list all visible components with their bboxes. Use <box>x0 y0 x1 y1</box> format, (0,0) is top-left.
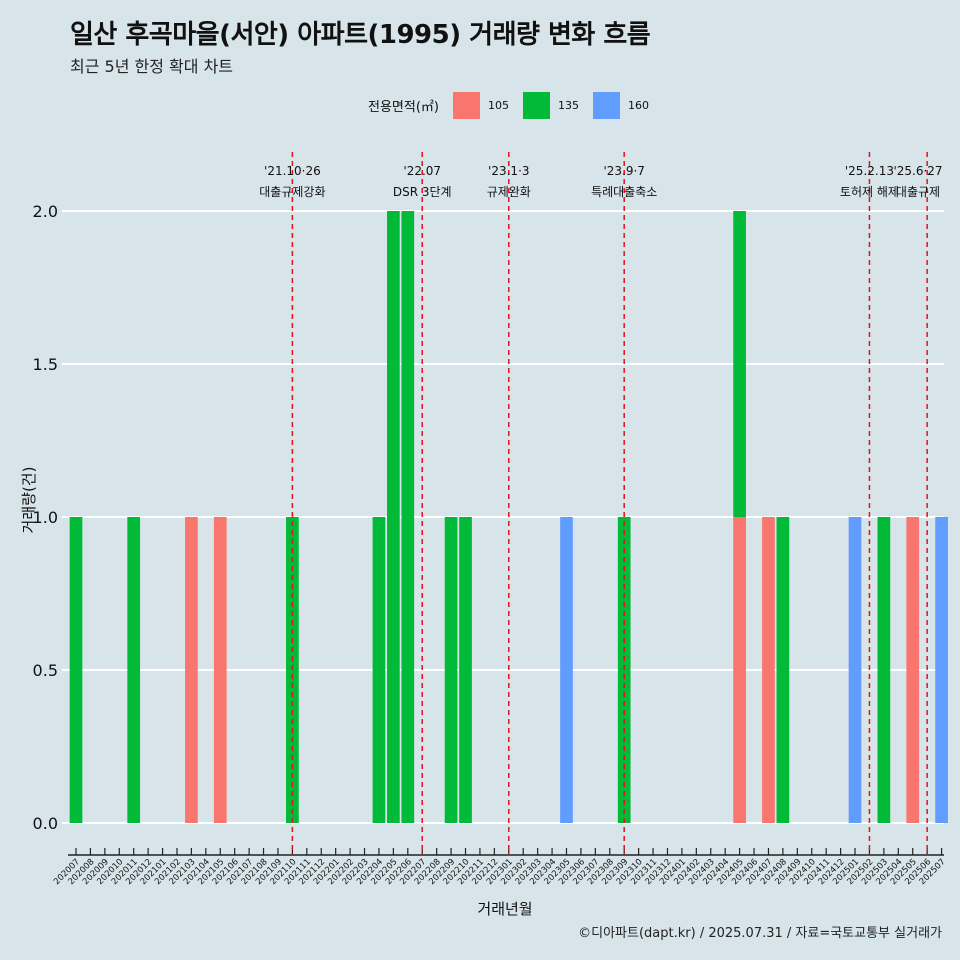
event-date-label: '21.10·26 <box>264 164 321 178</box>
x-axis-title: 거래년월 <box>477 900 532 918</box>
legend-item-135: 135 <box>522 92 585 119</box>
event-text-label: DSR 3단계 <box>393 185 452 199</box>
legend-label-160: 160 <box>627 99 649 112</box>
source-caption: ©디아파트(dapt.kr) / 2025.07.31 / 자료=국토교통부 실… <box>578 926 942 941</box>
event-text-label: 특례대출축소 <box>591 185 657 199</box>
legend-item-160: 160 <box>592 92 655 119</box>
legend: 전용면적(㎡) 105 135 160 <box>368 92 663 119</box>
bar-160-202507 <box>935 517 948 823</box>
event-text-label: 대출규제강화 <box>259 185 325 199</box>
event-text-label: 토허제 해제 <box>840 185 899 199</box>
legend-title: 전용면적(㎡) <box>368 100 439 115</box>
legend-swatch-105 <box>452 92 480 119</box>
y-tick-label: 0.0 <box>33 814 58 833</box>
bar-135-202007 <box>69 517 83 823</box>
bar-160-202305 <box>560 517 573 823</box>
bar-135-202206 <box>401 211 415 823</box>
bar-135-202011 <box>127 517 141 823</box>
bar-105-202103 <box>185 517 198 823</box>
bar-160-202501 <box>848 517 862 823</box>
legend-swatch-135 <box>522 92 550 119</box>
legend-swatch-160 <box>592 92 620 119</box>
bar-135-202405 <box>733 211 746 517</box>
bar-105-202407 <box>762 517 775 823</box>
legend-item-105: 105 <box>452 92 515 119</box>
event-text-label: 대출규제 <box>896 185 940 199</box>
bar-135-202408 <box>776 517 790 823</box>
event-text-label: 규제완화 <box>487 185 531 199</box>
y-tick-label: 0.5 <box>33 661 58 680</box>
event-date-label: '25.2.13 <box>845 164 894 178</box>
y-tick-label: 1.5 <box>33 355 58 374</box>
chart-title: 일산 후곡마을(서안) 아파트(1995) 거래량 변화 흐름 <box>70 20 651 50</box>
bar-135-202204 <box>372 517 386 823</box>
event-date-label: '23.9·7 <box>603 164 644 178</box>
y-tick-label: 1.0 <box>33 508 58 527</box>
bar-105-202505 <box>906 517 920 823</box>
event-date-label: '25.6·27 <box>893 164 942 178</box>
y-tick-label: 2.0 <box>33 202 58 221</box>
bar-135-202210 <box>459 517 472 823</box>
bar-135-202209 <box>444 517 458 823</box>
bar-105-202405 <box>733 517 746 823</box>
bar-105-202105 <box>213 517 227 823</box>
bar-135-202503 <box>877 517 891 823</box>
y-axis-title: 거래량(건) <box>20 467 38 534</box>
bar-135-202205 <box>387 211 400 823</box>
chart-subtitle: 최근 5년 한정 확대 차트 <box>70 57 234 76</box>
event-date-label: '22.07 <box>403 164 441 178</box>
legend-label-135: 135 <box>557 99 579 112</box>
legend-label-105: 105 <box>487 99 509 112</box>
event-date-label: '23.1·3 <box>488 164 529 178</box>
